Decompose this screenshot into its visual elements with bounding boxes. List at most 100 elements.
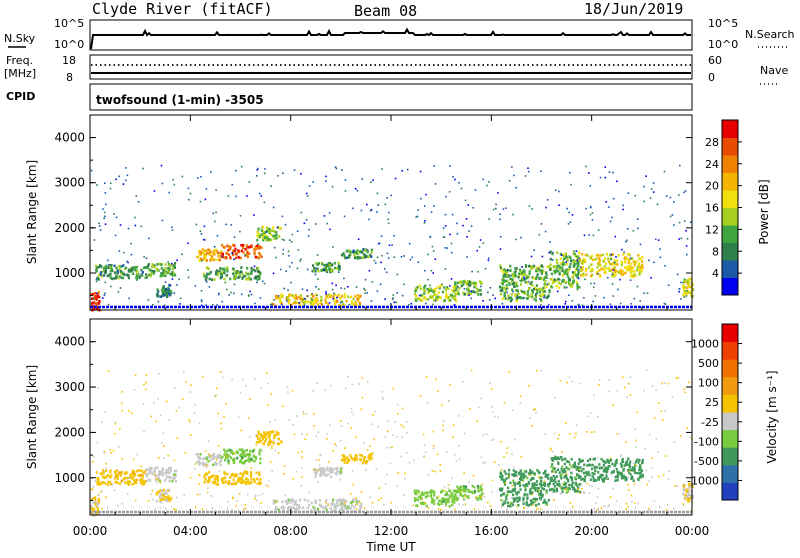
data-point	[310, 501, 313, 505]
data-point	[207, 248, 210, 251]
data-point	[159, 506, 162, 509]
data-point	[268, 479, 270, 482]
data-point	[513, 174, 515, 177]
data-point	[413, 489, 416, 493]
data-point	[198, 422, 201, 425]
data-point	[684, 290, 687, 293]
data-point	[499, 213, 501, 215]
data-point	[257, 430, 260, 433]
data-point	[275, 256, 277, 259]
data-point	[502, 273, 505, 277]
data-point	[390, 194, 393, 197]
data-point	[575, 250, 578, 252]
data-point	[260, 387, 262, 390]
data-point	[336, 296, 338, 299]
data-point	[564, 474, 567, 477]
data-point	[600, 507, 603, 509]
data-point	[256, 234, 259, 238]
data-point	[497, 464, 500, 466]
data-point	[578, 257, 580, 260]
data-point	[639, 300, 641, 302]
data-point	[549, 251, 552, 254]
data-point	[189, 391, 192, 393]
data-point	[234, 271, 238, 275]
data-point	[565, 466, 568, 469]
data-point	[302, 413, 305, 415]
data-point	[354, 302, 358, 306]
data-point	[559, 380, 562, 382]
power-frame	[89, 114, 693, 311]
velocity-ylabel: Slant Range [km]	[25, 365, 39, 469]
data-point	[187, 242, 189, 244]
data-point	[233, 258, 235, 261]
data-point	[539, 479, 542, 483]
data-point	[471, 270, 473, 273]
data-point	[561, 465, 564, 469]
data-point	[114, 421, 117, 424]
data-point	[163, 457, 165, 459]
data-point	[213, 462, 216, 466]
data-point	[164, 498, 167, 502]
data-point	[518, 472, 521, 476]
data-point	[615, 259, 619, 262]
data-point	[430, 492, 433, 496]
data-point	[156, 263, 159, 266]
data-point	[257, 227, 260, 231]
data-point	[161, 473, 165, 477]
data-point	[433, 165, 435, 167]
data-point	[449, 233, 451, 236]
data-point	[548, 251, 551, 254]
data-point	[643, 389, 645, 392]
data-point	[144, 470, 147, 473]
data-point	[534, 408, 536, 410]
data-point	[535, 269, 538, 273]
data-point	[105, 264, 108, 268]
data-point	[514, 293, 517, 297]
data-point	[168, 191, 170, 194]
data-point	[538, 476, 541, 479]
data-point	[538, 475, 540, 478]
data-point	[688, 436, 691, 438]
y-tick-label: 4000	[54, 131, 85, 145]
data-point	[545, 491, 548, 495]
data-point	[326, 468, 329, 472]
data-point	[151, 265, 154, 269]
data-point	[233, 452, 236, 455]
data-point	[100, 275, 103, 278]
data-point	[145, 381, 147, 384]
data-point	[221, 253, 224, 257]
data-point	[506, 274, 509, 277]
data-point	[135, 278, 138, 281]
colorbar-swatch	[722, 172, 738, 191]
colorbar-swatch	[722, 359, 738, 378]
data-point	[560, 493, 562, 495]
data-point	[95, 264, 98, 268]
data-point	[446, 451, 448, 453]
data-point	[154, 473, 156, 476]
data-point	[350, 300, 353, 304]
data-point	[453, 489, 456, 492]
data-point	[255, 457, 258, 461]
data-point	[680, 298, 682, 300]
data-point	[245, 278, 248, 281]
data-point	[558, 204, 560, 206]
data-point	[632, 275, 635, 278]
data-point	[209, 270, 212, 274]
data-point	[667, 478, 670, 480]
data-point	[357, 252, 360, 255]
data-point	[427, 507, 430, 509]
data-point	[126, 260, 128, 263]
data-point	[233, 270, 236, 273]
data-point	[160, 493, 163, 496]
x-tick-label: 12:00	[374, 524, 409, 538]
data-point	[592, 476, 595, 480]
data-point	[351, 498, 354, 501]
data-point	[542, 487, 546, 491]
data-point	[604, 271, 607, 274]
data-point	[91, 489, 94, 491]
data-point	[622, 253, 625, 256]
data-point	[95, 471, 98, 474]
data-point	[448, 494, 450, 497]
data-point	[518, 484, 522, 488]
data-point	[254, 255, 257, 259]
